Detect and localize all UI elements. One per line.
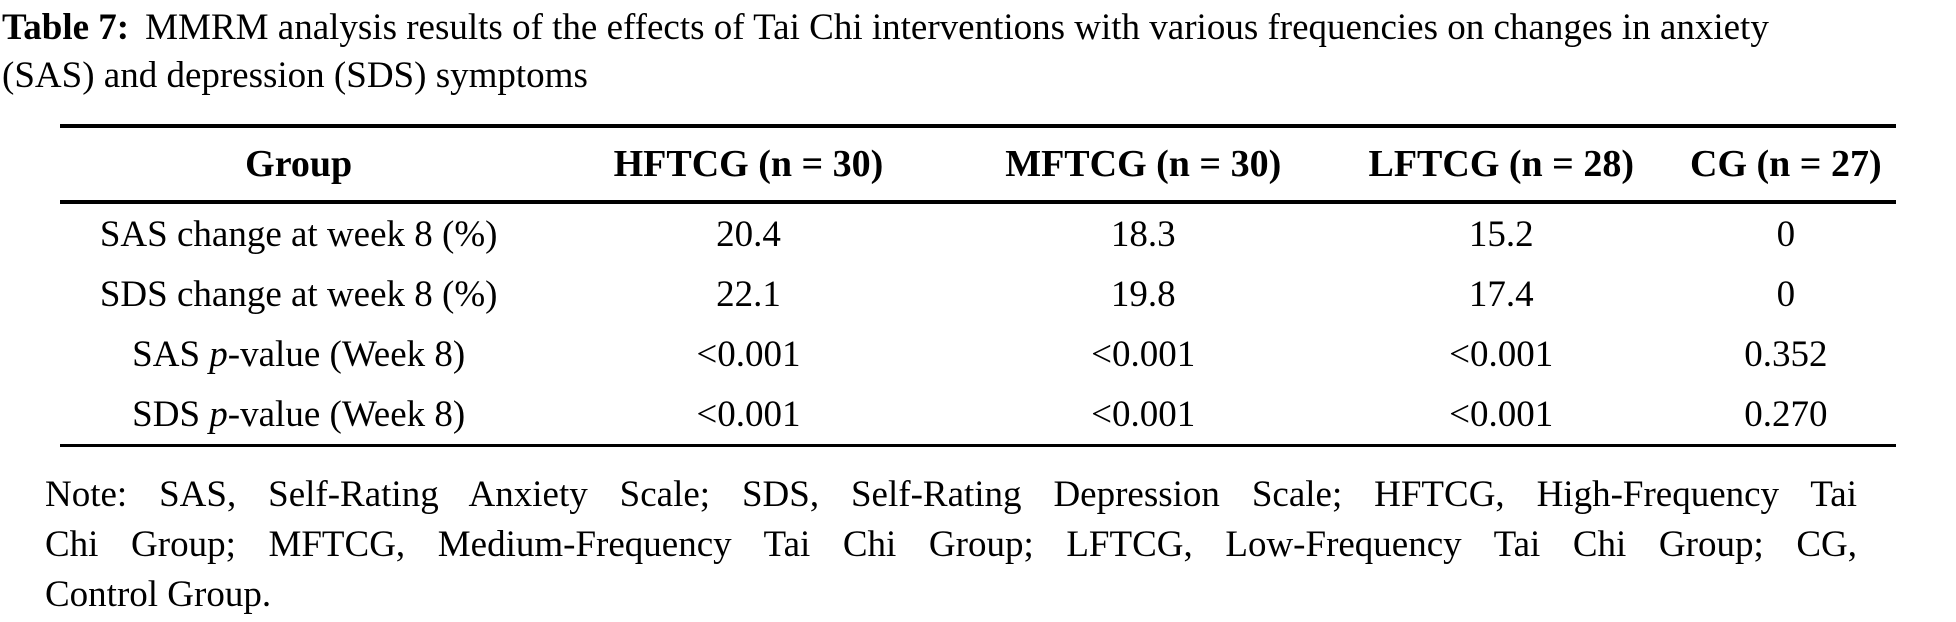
row-label: SDS p-value (Week 8): [60, 384, 537, 446]
caption-text-line2: (SAS) and depression (SDS) symptoms: [2, 55, 588, 96]
value-cell: 0: [1776, 213, 1796, 255]
value-cell: <0.001: [1449, 393, 1554, 435]
note-line: Note: SAS, Self-Rating Anxiety Scale; SD…: [45, 474, 1857, 515]
table-row: SAS change at week 8 (%) 20.4 18.3 15.2 0: [60, 202, 1896, 264]
caption-label: Table 7:: [2, 7, 130, 48]
row-label: SDS change at week 8 (%): [60, 264, 537, 324]
header-row: Group HFTCG (n = 30) MFTCG (n = 30) LFTCG (…: [60, 126, 1896, 204]
caption-text-line1: MMRM analysis results of the effects of …: [145, 7, 1769, 48]
table-body: SAS change at week 8 (%) 20.4 18.3 15.2 0 SDS…: [60, 202, 1896, 446]
table-note: Note: SAS, Self-Rating Anxiety Scale; SD…: [45, 470, 1857, 620]
row-label-text: p: [209, 333, 228, 375]
row-label-text: -value (Week 8): [227, 393, 466, 435]
note-line: Chi Group; MFTCG, Medium-Frequency Tai C…: [45, 524, 1857, 565]
value-cell: 0.270: [1744, 393, 1828, 435]
column-header: MFTCG (n = 30): [959, 126, 1327, 204]
value-cell: 15.2: [1468, 213, 1534, 255]
table-row: SDS p-value (Week 8) <0.001 <0.001 <0.001 0.…: [60, 384, 1896, 446]
row-label-text: -value (Week 8): [227, 333, 466, 375]
value-cell: <0.001: [1091, 333, 1196, 375]
value-cell: <0.001: [696, 393, 801, 435]
row-label: SAS p-value (Week 8): [60, 324, 537, 384]
value-cell: 22.1: [716, 273, 781, 315]
value-cell: <0.001: [696, 333, 801, 375]
row-label: SAS change at week 8 (%): [60, 202, 537, 264]
column-header-group: Group: [60, 126, 538, 204]
caption-line-1: Table 7: MMRM analysis results of the eff…: [2, 4, 1952, 52]
value-cell: <0.001: [1091, 393, 1196, 435]
value-cell: 20.4: [716, 213, 781, 255]
value-cell: 0.352: [1744, 333, 1828, 375]
row-label-text: SDS change at week 8 (%): [99, 273, 498, 315]
value-cell: 17.4: [1468, 273, 1534, 315]
row-label-text: p: [209, 393, 228, 435]
value-cell: 18.3: [1110, 213, 1176, 255]
table-row: SAS p-value (Week 8) <0.001 <0.001 <0.001 0.…: [60, 324, 1896, 384]
row-label-text: SAS change at week 8 (%): [99, 213, 498, 255]
note-line: Control Group.: [45, 574, 272, 615]
column-header: LFTCG (n = 28): [1326, 126, 1676, 204]
results-table: Group HFTCG (n = 30) MFTCG (n = 30) LFTCG (…: [60, 124, 1896, 447]
row-label-text: SAS: [132, 333, 210, 375]
value-cell: 19.8: [1110, 273, 1176, 315]
value-cell: <0.001: [1449, 333, 1554, 375]
column-header: HFTCG (n = 30): [537, 126, 960, 204]
table-caption: Table 7: MMRM analysis results of the eff…: [0, 0, 1952, 100]
value-cell: 0: [1776, 273, 1796, 315]
column-header: CG (n = 27): [1675, 126, 1896, 204]
row-label-text: SDS: [132, 393, 210, 435]
table-row: SDS change at week 8 (%) 22.1 19.8 17.4 0: [60, 264, 1896, 324]
